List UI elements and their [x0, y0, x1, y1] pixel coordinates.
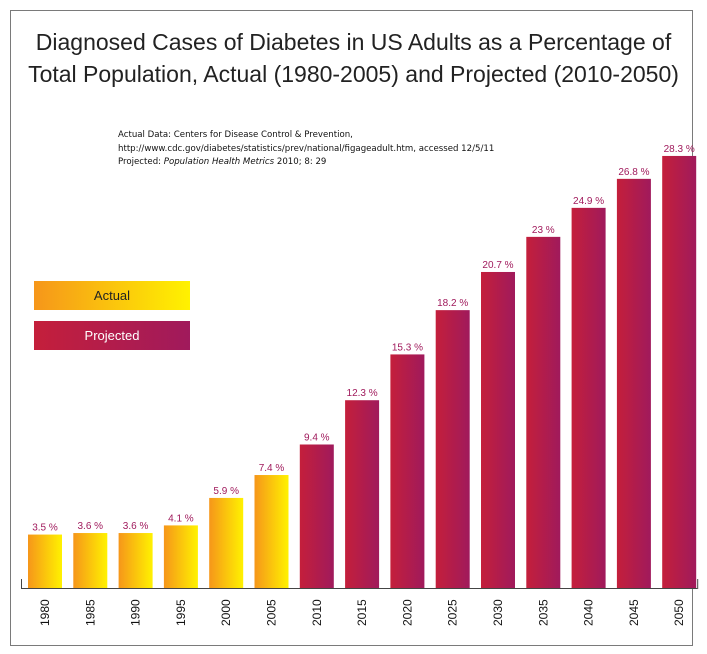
legend-projected: Projected: [34, 321, 190, 350]
data-label-2005: 7.4 %: [259, 463, 285, 474]
x-tick-label-1990: 1990: [129, 599, 143, 626]
data-label-2030: 20.7 %: [482, 260, 513, 271]
x-tick-label-2000: 2000: [219, 599, 233, 626]
bars-group: [28, 155, 697, 589]
legend-actual: Actual: [34, 281, 190, 310]
x-axis: 1980 1985 1990 1995 2000 2005 2010 2015 2020 2025…: [21, 579, 699, 626]
x-tick-label-1995: 1995: [174, 599, 188, 626]
x-tick-label-2030: 2030: [491, 599, 505, 626]
bar-1985: [73, 533, 108, 588]
bar-2040: [571, 207, 606, 589]
bar-2030: [481, 271, 515, 588]
bar-2000: [209, 497, 244, 588]
x-tick-label-2020: 2020: [400, 599, 414, 626]
data-label-2000: 5.9 %: [213, 486, 239, 497]
bar-2015: [345, 400, 380, 588]
bar-2010: [299, 444, 334, 588]
bar-1990: [118, 533, 153, 588]
bar-2005: [254, 475, 289, 588]
bar-2020: [390, 354, 425, 588]
data-label-2045: 26.8 %: [618, 167, 649, 178]
data-label-2020: 15.3 %: [392, 342, 423, 353]
projected-source-detail: 2010; 8: 29: [276, 157, 327, 167]
bar-2045: [616, 178, 651, 588]
data-label-2015: 12.3 %: [347, 388, 378, 399]
bar-1995: [163, 525, 198, 588]
data-label-1980: 3.5 %: [32, 523, 58, 534]
data-label-2050: 28.3 %: [664, 144, 695, 155]
chart-title-line: Diagnosed Cases of Diabetes in US Adults…: [35, 29, 672, 55]
bar-2025: [435, 310, 470, 588]
projected-source-label: Projected:: [118, 157, 162, 167]
chart-title: Diagnosed Cases of Diabetes in US Adults…: [0, 26, 707, 90]
data-label-2035: 23 %: [532, 225, 555, 236]
chart-title-line: Total Population, Actual (1980-2005) and…: [28, 61, 679, 87]
source-note: Actual Data: Centers for Disease Control…: [118, 129, 494, 170]
x-tick-label-2010: 2010: [310, 599, 324, 626]
x-tick-label-2015: 2015: [355, 599, 369, 626]
x-tick-label-2005: 2005: [265, 599, 279, 626]
data-labels-group: 3.5 % 3.6 % 3.6 % 4.1 % 5.9 % 7.4 % 9.4 % 12.3 …: [32, 144, 695, 534]
bar-2035: [526, 236, 561, 588]
x-tick-label-2035: 2035: [536, 599, 550, 626]
projected-source-line: Projected: Population Health Metrics 201…: [118, 156, 494, 170]
x-tick-label-2025: 2025: [446, 599, 460, 626]
legend-actual-label: Actual: [93, 288, 131, 303]
projected-source-journal: Population Health Metrics: [163, 157, 275, 167]
x-tick-label-2045: 2045: [627, 599, 641, 626]
data-label-2040: 24.9 %: [573, 196, 604, 207]
legend-projected-label: Projected: [84, 328, 140, 343]
source-line: Actual Data: Centers for Disease Control…: [118, 130, 353, 140]
x-tick-label-2040: 2040: [582, 599, 596, 626]
x-tick-label-2050: 2050: [672, 599, 686, 626]
x-tick-label-1980: 1980: [38, 599, 52, 626]
source-line: http://www.cdc.gov/diabetes/statistics/p…: [118, 143, 495, 154]
data-label-1995: 4.1 %: [168, 513, 194, 524]
data-label-1985: 3.6 %: [78, 521, 104, 532]
x-tick-label-1985: 1985: [83, 599, 97, 626]
bar-2050: [662, 155, 697, 588]
data-label-1990: 3.6 %: [123, 521, 149, 532]
data-label-2025: 18.2 %: [437, 298, 468, 309]
bar-1980: [28, 534, 62, 588]
data-label-2010: 9.4 %: [304, 432, 330, 443]
